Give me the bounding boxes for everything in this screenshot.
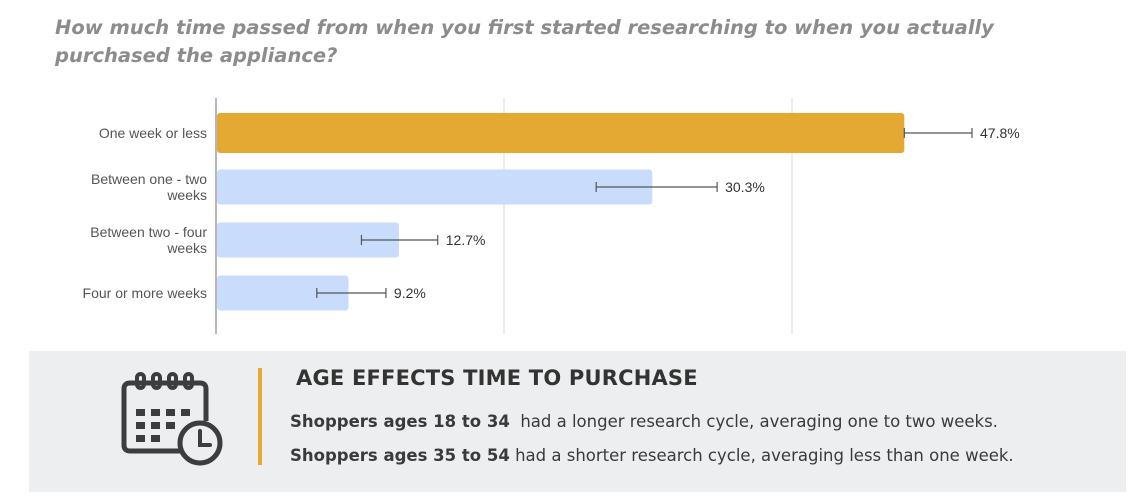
insight-callout: AGE EFFECTS TIME TO PURCHASE Shoppers ag… bbox=[29, 351, 1126, 492]
bar bbox=[217, 169, 653, 205]
accent-divider bbox=[258, 368, 262, 465]
bar bbox=[217, 275, 349, 311]
bar-chart: 47.8% One week or less 30.3% Between one - … bbox=[83, 98, 1020, 334]
data-label: 30.3% bbox=[725, 179, 765, 195]
callout-line-young-text: had a longer research cycle, averaging o… bbox=[509, 412, 998, 431]
category-label: One week or less bbox=[99, 125, 207, 141]
callout-line-young-bold: Shoppers ages 18 to 34 bbox=[290, 412, 510, 431]
callout-line-middle-bold: Shoppers ages 35 to 54 bbox=[290, 446, 510, 465]
category-label: Between one - two weeks bbox=[91, 171, 207, 203]
bar bbox=[217, 113, 905, 153]
calendar-clock-icon bbox=[121, 372, 223, 466]
category-label: Between two - four weeks bbox=[90, 224, 207, 256]
callout-title: AGE EFFECTS TIME TO PURCHASE bbox=[296, 366, 698, 390]
callout-line-middle-text: had a shorter research cycle, averaging … bbox=[509, 446, 1014, 465]
category-label: Four or more weeks bbox=[83, 285, 207, 301]
callout-line-young: Shoppers ages 18 to 34 had a longer rese… bbox=[290, 412, 998, 431]
data-label: 9.2% bbox=[394, 285, 426, 301]
question-title: How much time passed from when you first… bbox=[55, 16, 994, 67]
data-label: 12.7% bbox=[446, 232, 486, 248]
data-label: 47.8% bbox=[980, 125, 1020, 141]
callout-line-middle: Shoppers ages 35 to 54 had a shorter res… bbox=[290, 446, 1014, 465]
bar bbox=[217, 222, 399, 258]
